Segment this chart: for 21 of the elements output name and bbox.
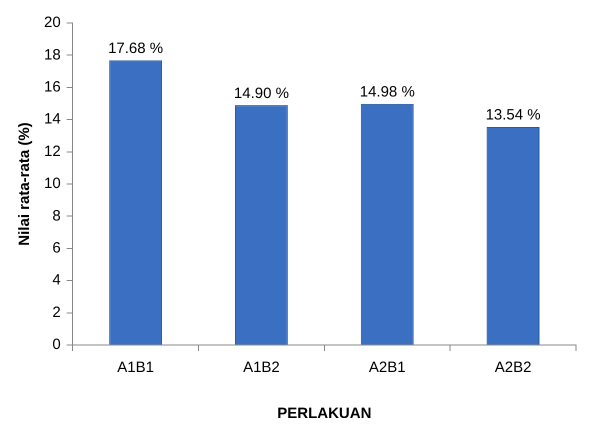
- x-axis-title: PERLAKUAN: [277, 405, 372, 422]
- data-label: 13.54 %: [486, 106, 541, 124]
- y-tick-label: 8: [52, 207, 61, 224]
- x-tick-label: A1B1: [117, 359, 154, 376]
- y-axis-title: Nilai rata-rata (%): [16, 122, 34, 246]
- y-tick-label: 4: [52, 272, 61, 289]
- y-tick-label: 18: [44, 46, 61, 64]
- data-label: 14.90 %: [234, 84, 289, 102]
- data-label: 14.98 %: [360, 83, 415, 100]
- x-tick-label: A2B1: [368, 359, 406, 376]
- y-tick-label: 2: [52, 304, 61, 321]
- y-tick-label: 20: [44, 14, 61, 32]
- y-tick-label: 6: [52, 240, 61, 257]
- y-tick-label: 16: [44, 78, 61, 96]
- x-tick-label: A1B2: [243, 359, 280, 376]
- x-tick-label: A2B2: [494, 359, 532, 376]
- y-tick-label: 0: [52, 336, 61, 354]
- data-label: 17.68 %: [108, 40, 164, 57]
- y-tick-label: 14: [44, 110, 61, 128]
- y-tick-label: 12: [44, 142, 61, 160]
- y-tick-label: 10: [44, 175, 61, 192]
